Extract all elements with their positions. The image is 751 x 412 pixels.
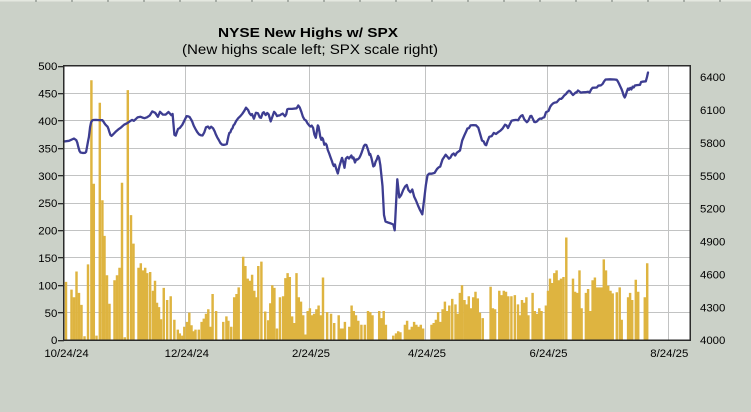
svg-text:450: 450 [38, 89, 57, 101]
svg-text:8/24/25: 8/24/25 [650, 348, 688, 360]
svg-text:10/24/24: 10/24/24 [44, 348, 88, 360]
svg-text:NYSE New Highs w/ SPX: NYSE New Highs w/ SPX [218, 25, 398, 40]
svg-text:200: 200 [38, 226, 57, 238]
svg-text:500: 500 [38, 61, 57, 73]
svg-text:6400: 6400 [700, 72, 725, 84]
svg-text:100: 100 [38, 280, 57, 292]
svg-text:5200: 5200 [700, 204, 725, 216]
svg-text:400: 400 [38, 116, 57, 128]
svg-text:0: 0 [51, 335, 57, 347]
svg-text:4/24/25: 4/24/25 [408, 348, 446, 360]
svg-text:250: 250 [38, 198, 57, 210]
svg-text:6/24/25: 6/24/25 [529, 348, 567, 360]
svg-text:4300: 4300 [700, 302, 725, 314]
svg-text:6100: 6100 [700, 105, 725, 117]
svg-text:5800: 5800 [700, 138, 725, 150]
svg-text:12/24/24: 12/24/24 [165, 348, 209, 360]
svg-text:4900: 4900 [700, 237, 725, 249]
svg-text:300: 300 [38, 171, 57, 183]
svg-text:4000: 4000 [700, 335, 725, 347]
svg-text:50: 50 [45, 308, 58, 320]
svg-text:(New highs scale left; SPX sca: (New highs scale left; SPX scale right) [182, 42, 438, 57]
svg-text:2/24/25: 2/24/25 [292, 348, 330, 360]
svg-text:150: 150 [38, 253, 57, 265]
svg-text:4600: 4600 [700, 269, 725, 281]
svg-text:350: 350 [38, 143, 57, 155]
svg-text:5500: 5500 [700, 171, 725, 183]
